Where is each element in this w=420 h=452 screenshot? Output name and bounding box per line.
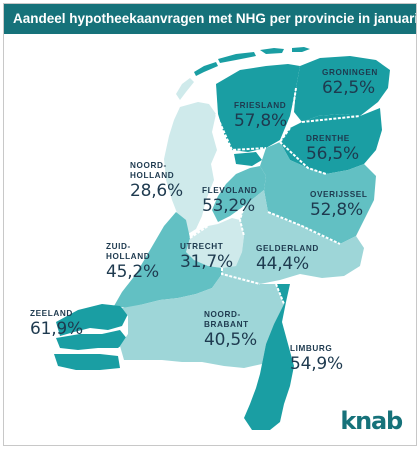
- province-name-line2: HOLLAND: [130, 171, 175, 180]
- infographic-frame: Aandeel hypotheekaanvragen met NHG per p…: [3, 3, 417, 446]
- province-name-line1: ZUID-: [106, 242, 131, 251]
- province-value: 54,9%: [290, 354, 344, 374]
- province-name-line1: NOORD-: [130, 161, 167, 170]
- province-borders: [189, 87, 361, 305]
- knab-logo: knab: [340, 407, 403, 435]
- province-value: 28,6%: [130, 181, 184, 201]
- province-name-line1: NOORD-: [204, 310, 241, 319]
- wadden-island-texel: [176, 78, 194, 100]
- province-value: 45,2%: [106, 262, 160, 282]
- label-friesland: FRIESLAND 57,8%: [234, 101, 287, 131]
- province-friesland: [216, 64, 300, 152]
- province-value: 40,5%: [204, 330, 258, 350]
- province-name: ZEELAND: [30, 309, 73, 318]
- province-gelderland: [222, 190, 364, 284]
- polder-islet: [234, 152, 262, 166]
- label-flevoland: FLEVOLAND 53,2%: [202, 186, 257, 216]
- province-name: FLEVOLAND: [202, 186, 258, 195]
- province-name: DRENTHE: [306, 134, 350, 143]
- province-overijssel: [260, 142, 376, 244]
- province-name: OVERIJSSEL: [310, 190, 368, 199]
- province-name: GELDERLAND: [256, 244, 319, 253]
- wadden-island-schiermonnikoog: [292, 47, 310, 52]
- province-zeeland-2: [56, 330, 128, 350]
- page-title: Aandeel hypotheekaanvragen met NHG per p…: [13, 11, 417, 26]
- province-value: 56,5%: [306, 144, 360, 164]
- province-groningen: [294, 56, 390, 122]
- province-name-line2: HOLLAND: [106, 252, 151, 261]
- label-gelderland: GELDERLAND 44,4%: [256, 244, 319, 274]
- province-zeeland: [56, 304, 128, 336]
- province-flevoland: [212, 166, 266, 222]
- province-utrecht: [186, 218, 244, 268]
- province-value: 62,5%: [322, 78, 376, 98]
- label-noord-holland: NOORD- HOLLAND 28,6%: [130, 161, 183, 201]
- province-drenthe: [280, 108, 382, 174]
- label-drenthe: DRENTHE 56,5%: [306, 134, 359, 164]
- wadden-island-terschelling: [218, 52, 256, 63]
- label-zeeland: ZEELAND 61,9%: [30, 309, 83, 339]
- wadden-island-vlieland: [194, 62, 218, 76]
- province-noord-holland: [164, 102, 217, 234]
- label-noord-brabant: NOORD- BRABANT 40,5%: [204, 310, 257, 350]
- label-limburg: LIMBURG 54,9%: [290, 344, 343, 374]
- province-value: 61,9%: [30, 319, 84, 339]
- province-value: 53,2%: [202, 196, 256, 216]
- label-groningen: GRONINGEN 62,5%: [322, 68, 378, 98]
- label-utrecht: UTRECHT 31,7%: [180, 242, 233, 272]
- label-zuid-holland: ZUID- HOLLAND 45,2%: [106, 242, 159, 282]
- province-limburg: [244, 284, 294, 430]
- province-name: FRIESLAND: [234, 101, 287, 110]
- province-zuid-holland: [114, 212, 222, 308]
- province-value: 44,4%: [256, 254, 310, 274]
- province-name: UTRECHT: [180, 242, 224, 251]
- province-noord-brabant: [120, 274, 284, 368]
- header-bar: Aandeel hypotheekaanvragen met NHG per p…: [4, 4, 416, 34]
- province-name-line2: BRABANT: [204, 320, 249, 329]
- province-value: 31,7%: [180, 252, 234, 272]
- netherlands-map: [54, 47, 390, 430]
- province-name: LIMBURG: [290, 344, 333, 353]
- wadden-island-ameland: [260, 48, 284, 54]
- province-value: 52,8%: [310, 200, 364, 220]
- province-value: 57,8%: [234, 111, 288, 131]
- province-name: GRONINGEN: [322, 68, 378, 77]
- province-zeeland-3: [54, 354, 120, 370]
- label-overijssel: OVERIJSSEL 52,8%: [310, 190, 367, 220]
